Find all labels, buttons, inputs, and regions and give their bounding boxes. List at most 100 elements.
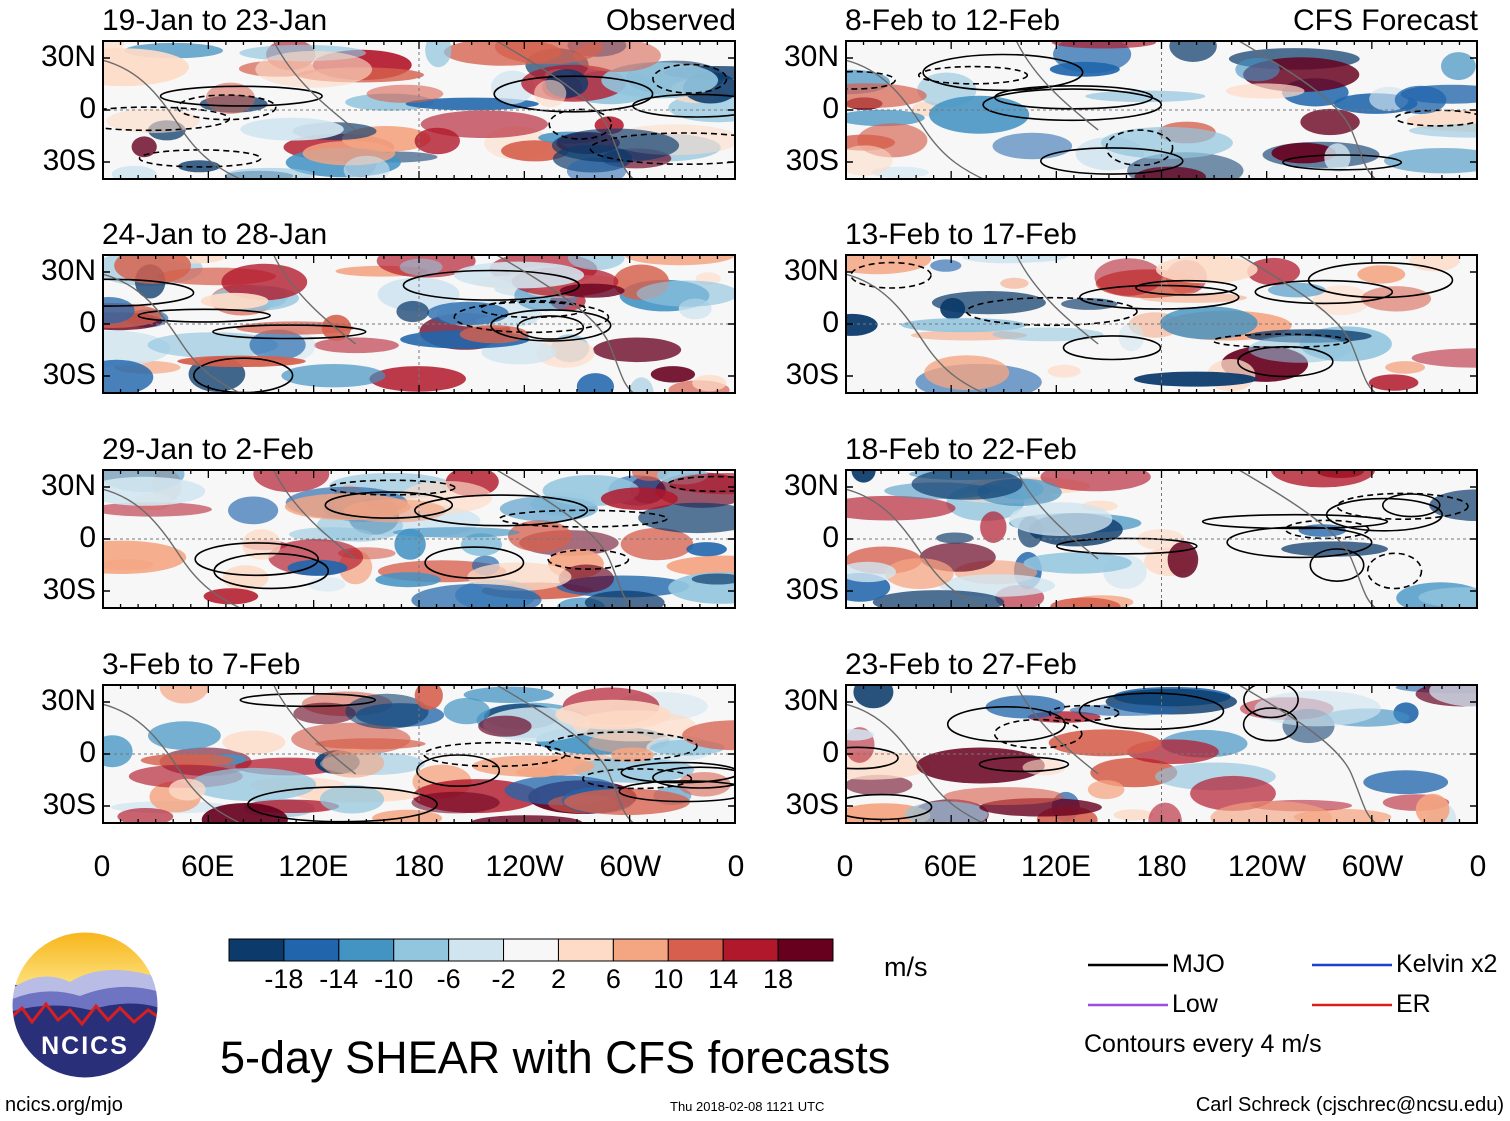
coastline: [102, 469, 635, 609]
website-link[interactable]: ncics.org/mjo: [5, 1094, 123, 1116]
shear-anomaly-region: [148, 721, 221, 750]
mjo-contour: [239, 692, 377, 708]
shear-anomaly-region: [1167, 541, 1199, 578]
panel-title: 19-Jan to 23-Jan: [102, 4, 328, 37]
shear-anomaly-region: [117, 808, 174, 824]
lat-tick-label: 30N: [783, 254, 839, 287]
legend-line: [1312, 963, 1392, 967]
shear-anomaly-region: [1047, 364, 1081, 378]
lon-tick-label: 120W: [1227, 850, 1307, 883]
colorbar: [228, 938, 834, 962]
shear-anomaly-region: [610, 747, 655, 763]
shear-anomaly-region: [111, 165, 157, 180]
shear-anomaly-region: [845, 495, 956, 521]
lon-tick-label: 0: [727, 850, 745, 883]
coastline: [845, 684, 1378, 824]
shear-anomaly-region: [460, 533, 502, 557]
shear-anomaly-region: [1248, 335, 1351, 363]
shear-anomaly-region: [315, 738, 426, 750]
coastline: [845, 469, 1378, 609]
colorbar-swatch: [667, 938, 724, 962]
shear-anomaly-region: [1394, 85, 1447, 115]
shear-anomaly-region: [443, 697, 490, 725]
mjo-contour: [982, 88, 1163, 122]
shear-anomaly-region: [1324, 143, 1351, 172]
legend-line: [1312, 1003, 1392, 1007]
mjo-contour: [652, 63, 728, 94]
colorbar-tick-label: 14: [708, 964, 739, 994]
legend-label: ER: [1396, 990, 1431, 1018]
shear-anomaly-region: [463, 686, 554, 703]
colorbar-tick-label: -6: [436, 964, 461, 994]
mjo-contour: [1242, 707, 1299, 742]
shear-anomaly-region: [564, 788, 690, 815]
mjo-contour: [1078, 284, 1240, 310]
colorbar-tick-label: -2: [491, 964, 516, 994]
mjo-contour: [1135, 279, 1238, 296]
panel-title: 18-Feb to 22-Feb: [845, 433, 1077, 466]
lat-tick-label: 30S: [785, 358, 839, 391]
legend-line: [1088, 963, 1168, 967]
shear-anomaly-region: [1156, 255, 1258, 284]
colorbar-tick-label: -14: [319, 964, 359, 994]
shear-anomaly-region: [203, 588, 259, 605]
shear-anomaly-region: [221, 263, 308, 301]
shear-anomaly-region: [980, 511, 1007, 543]
map-panel: [102, 40, 736, 180]
shear-anomaly-region: [1049, 61, 1120, 77]
shear-anomaly-region: [1361, 286, 1432, 312]
shear-anomaly-region: [1363, 770, 1449, 795]
colorbar-swatch: [722, 938, 779, 962]
lat-tick-label: 0: [822, 521, 839, 554]
mjo-contour: [413, 494, 589, 527]
shear-anomaly-region: [678, 772, 731, 797]
lat-tick-label: 30N: [40, 469, 96, 502]
mjo-contour: [102, 278, 195, 307]
mjo-contour: [922, 53, 1084, 92]
mjo-contour: [453, 301, 610, 334]
shear-anomaly-region: [1409, 123, 1478, 138]
shear-anomaly-region: [943, 787, 1064, 806]
mjo-contour: [137, 308, 271, 323]
shear-anomaly-region: [225, 167, 316, 180]
shear-anomaly-region: [584, 590, 665, 609]
shear-anomaly-region: [319, 784, 385, 814]
lat-tick-label: 30N: [783, 40, 839, 73]
colorbar-swatch: [393, 938, 450, 962]
shear-anomaly-region: [249, 329, 306, 361]
logo-text: NCICS: [41, 1032, 129, 1060]
lon-tick-label: 0: [1469, 850, 1487, 883]
shear-anomaly-region: [322, 748, 385, 778]
shear-anomaly-region: [1385, 361, 1426, 374]
shear-anomaly-region: [114, 254, 191, 284]
mjo-contour: [1381, 493, 1441, 518]
lat-tick-label: 0: [822, 92, 839, 125]
legend-line: [1088, 1003, 1168, 1007]
mjo-contour: [212, 324, 367, 340]
shear-anomaly-region: [420, 110, 548, 138]
lon-tick-label: 0: [93, 850, 111, 883]
shear-anomaly-region: [287, 559, 348, 576]
mjo-contour: [1243, 684, 1299, 719]
shear-anomaly-region: [293, 702, 356, 725]
mjo-contour: [946, 706, 1066, 743]
shear-anomaly-region: [472, 755, 595, 777]
shear-anomaly-region: [414, 684, 443, 710]
shear-anomaly-region: [102, 297, 135, 324]
shear-anomaly-region: [1254, 690, 1382, 727]
colorbar-swatch: [503, 938, 559, 962]
colorbar-swatch: [283, 938, 340, 962]
mjo-contour: [965, 296, 1138, 327]
shear-anomaly-region: [845, 561, 896, 583]
shear-anomaly-region: [102, 735, 133, 768]
legend-label: Kelvin x2: [1396, 950, 1498, 978]
mjo-contour: [845, 70, 896, 90]
mjo-contour: [1309, 548, 1365, 583]
colorbar-swatch: [228, 938, 285, 962]
panel-title: 24-Jan to 28-Jan: [102, 218, 328, 251]
shear-anomaly-region: [147, 332, 279, 358]
mjo-contour: [589, 132, 736, 165]
units-label: m/s: [884, 952, 928, 982]
lat-tick-label: 0: [79, 736, 96, 769]
coastline: [102, 40, 635, 180]
